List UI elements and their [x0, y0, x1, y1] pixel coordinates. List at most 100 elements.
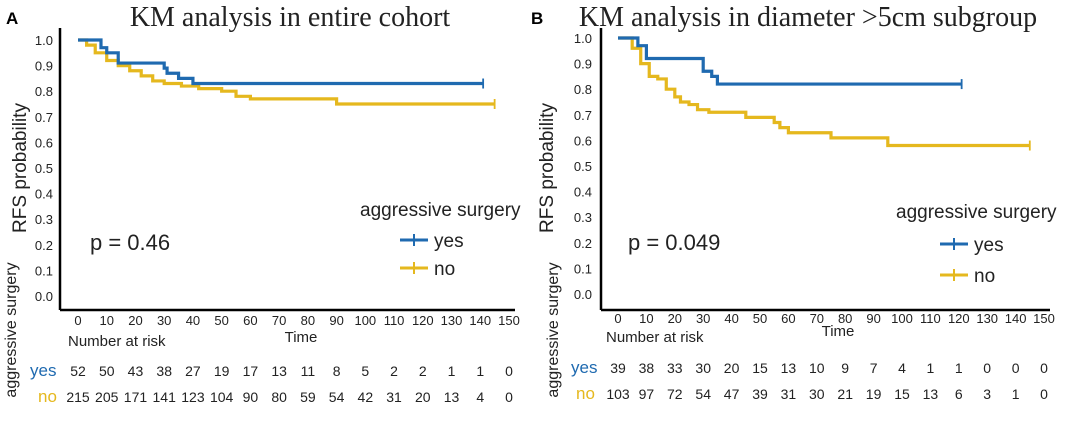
panel-b-risk-ylabel: aggressive surgery [545, 262, 562, 397]
x-tick-label: 10 [639, 311, 653, 326]
risk-value-yes: 2 [390, 363, 398, 379]
risk-value-no: 123 [181, 389, 205, 405]
panel-b-p-value: p = 0.049 [628, 230, 720, 255]
panel-a-risk-title: Number at risk [68, 333, 166, 350]
risk-value-no: 141 [153, 389, 177, 405]
risk-value-yes: 7 [870, 360, 878, 376]
risk-value-yes: 10 [809, 360, 825, 376]
risk-value-yes: 1 [476, 363, 484, 379]
x-tick-label: 140 [1005, 311, 1027, 326]
risk-value-no: 59 [300, 389, 316, 405]
risk-value-yes: 11 [301, 363, 316, 379]
risk-value-yes: 13 [271, 363, 287, 379]
x-tick-label: 80 [301, 313, 315, 328]
panel-a-risk-ylabel: aggressive surgery [3, 262, 20, 397]
x-tick-label: 120 [412, 313, 434, 328]
x-tick-label: 100 [891, 311, 913, 326]
risk-value-yes: 27 [185, 363, 201, 379]
panel-a-label: A [6, 9, 18, 28]
risk-value-yes: 2 [419, 363, 427, 379]
risk-value-no: 15 [894, 386, 910, 402]
panel-b: B KM analysis in diameter >5cm subgroup … [531, 2, 1057, 403]
panel-a-y-ticks: 0.0 0.1 0.2 0.3 0.4 0.5 0.6 0.7 0.8 0.9 1.0 [35, 33, 53, 304]
risk-value-no: 97 [639, 386, 655, 402]
y-tick-label: 0.1 [574, 261, 592, 276]
panel-a-ylabel: RFS probability [10, 103, 31, 233]
panel-a-p-value: p = 0.46 [90, 230, 170, 255]
y-tick-label: 0.2 [35, 238, 53, 253]
km-curve-yes [78, 38, 484, 86]
x-tick-label: 140 [469, 313, 491, 328]
risk-value-no: 4 [476, 389, 484, 405]
y-tick-label: 0.9 [35, 59, 53, 74]
x-tick-label: 0 [74, 313, 81, 328]
panel-a-x-ticks: 0 10 20 30 40 50 60 70 80 90 100 110 120 130 140 150 [74, 313, 519, 328]
risk-value-no: 31 [386, 389, 402, 405]
risk-value-yes: 33 [667, 360, 683, 376]
y-tick-label: 0.2 [574, 236, 592, 251]
risk-value-yes: 50 [99, 363, 115, 379]
x-tick-label: 30 [157, 313, 171, 328]
risk-value-no: 47 [724, 386, 740, 402]
x-tick-label: 70 [810, 311, 824, 326]
panel-b-legend-no-key [940, 269, 968, 281]
risk-value-no: 3 [983, 386, 991, 402]
risk-value-yes: 43 [128, 363, 144, 379]
y-tick-label: 0.7 [35, 110, 53, 125]
risk-value-yes: 8 [333, 363, 341, 379]
x-tick-label: 90 [866, 311, 880, 326]
y-tick-label: 0.5 [35, 161, 53, 176]
y-tick-label: 0.6 [35, 135, 53, 150]
km-curve-no [618, 36, 1030, 148]
y-tick-label: 0.4 [35, 187, 53, 202]
km-curve-no [78, 38, 495, 106]
panel-b-risk-title: Number at risk [606, 329, 704, 346]
risk-value-yes: 39 [610, 360, 626, 376]
x-tick-label: 90 [329, 313, 343, 328]
risk-value-no: 72 [667, 386, 683, 402]
y-tick-label: 0.1 [35, 263, 53, 278]
panel-b-ylabel: RFS probability [537, 103, 558, 233]
risk-value-no: 80 [271, 389, 287, 405]
x-tick-label: 40 [724, 311, 738, 326]
x-tick-label: 110 [920, 311, 941, 326]
risk-value-yes: 1 [955, 360, 963, 376]
x-tick-label: 70 [272, 313, 286, 328]
risk-value-no: 103 [606, 386, 630, 402]
risk-value-yes: 19 [214, 363, 230, 379]
x-tick-label: 130 [441, 313, 463, 328]
risk-value-yes: 0 [1012, 360, 1020, 376]
panel-b-label: B [531, 9, 543, 28]
risk-value-yes: 5 [361, 363, 369, 379]
x-tick-label: 40 [186, 313, 200, 328]
panel-a-risk-yes-label: yes [30, 361, 56, 380]
risk-value-yes: 52 [70, 363, 86, 379]
panel-a-legend-no-key [400, 262, 428, 274]
risk-value-yes: 15 [752, 360, 768, 376]
x-tick-label: 30 [696, 311, 710, 326]
risk-value-no: 31 [781, 386, 797, 402]
x-tick-label: 100 [354, 313, 376, 328]
y-tick-label: 1.0 [574, 31, 592, 46]
risk-value-yes: 0 [505, 363, 513, 379]
x-tick-label: 0 [614, 311, 621, 326]
risk-value-no: 21 [837, 386, 853, 402]
risk-value-no: 171 [124, 389, 148, 405]
risk-value-no: 104 [210, 389, 234, 405]
risk-value-no: 39 [752, 386, 768, 402]
risk-value-no: 20 [415, 389, 431, 405]
x-tick-label: 110 [384, 313, 405, 328]
risk-value-yes: 17 [243, 363, 259, 379]
y-tick-label: 0.4 [574, 185, 592, 200]
y-tick-label: 0.8 [35, 84, 53, 99]
risk-value-no: 90 [243, 389, 259, 405]
panel-b-curves [618, 36, 1031, 151]
risk-value-yes: 1 [448, 363, 456, 379]
risk-value-no: 54 [329, 389, 345, 405]
risk-value-no: 205 [95, 389, 119, 405]
panel-b-legend-yes-key [940, 238, 968, 250]
y-tick-label: 0.5 [574, 159, 592, 174]
risk-value-yes: 9 [841, 360, 849, 376]
panel-b-y-ticks: 0.0 0.1 0.2 0.3 0.4 0.5 0.6 0.7 0.8 0.9 1.0 [574, 31, 592, 302]
